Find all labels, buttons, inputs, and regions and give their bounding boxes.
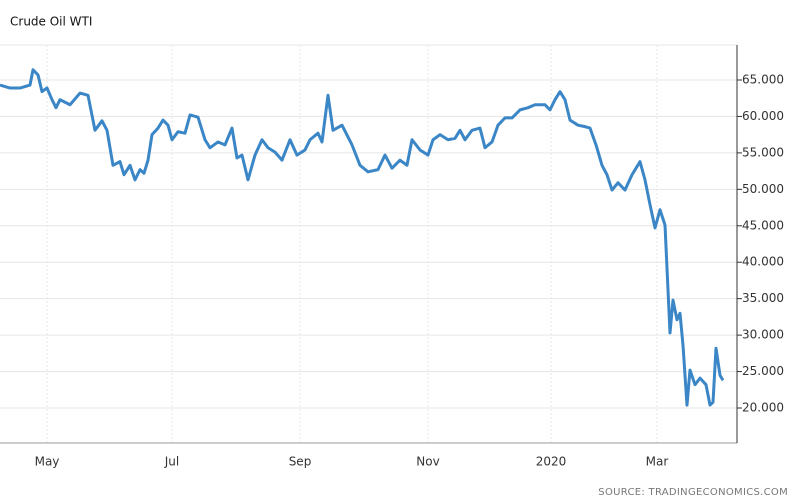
x-tick-label: 2020 bbox=[536, 455, 567, 469]
x-tick-label: Mar bbox=[646, 455, 669, 469]
y-tick-label: 35.000 bbox=[742, 291, 784, 305]
x-tick-label: May bbox=[35, 455, 60, 469]
y-tick-label: 65.000 bbox=[742, 72, 784, 86]
chart-title: Crude Oil WTI bbox=[10, 15, 92, 29]
source-note: SOURCE: TRADINGECONOMICS.COM bbox=[598, 487, 788, 498]
y-tick-label: 20.000 bbox=[742, 401, 784, 415]
y-tick-label: 30.000 bbox=[742, 328, 784, 342]
x-tick-label: Jul bbox=[164, 455, 179, 469]
y-tick-label: 40.000 bbox=[742, 255, 784, 269]
price-line bbox=[0, 68, 725, 407]
x-tick-label: Nov bbox=[416, 455, 439, 469]
y-tick-label: 45.000 bbox=[742, 218, 784, 232]
x-tick-label: Sep bbox=[289, 455, 312, 469]
y-tick-label: 55.000 bbox=[742, 145, 784, 159]
y-tick-label: 25.000 bbox=[742, 364, 784, 378]
y-tick-label: 50.000 bbox=[742, 182, 784, 196]
y-tick-label: 60.000 bbox=[742, 109, 784, 123]
